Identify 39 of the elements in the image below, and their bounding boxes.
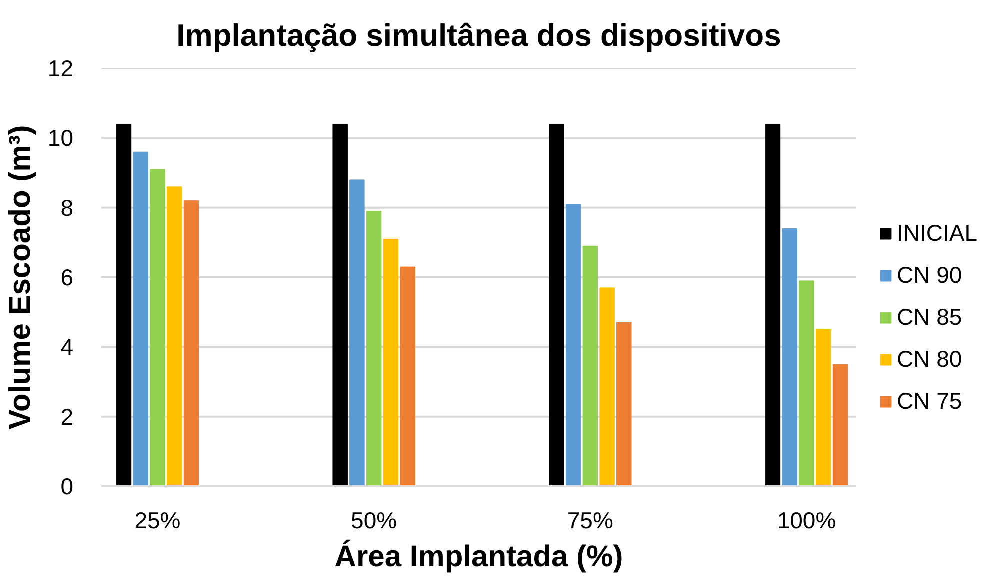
y-tick-label: 2: [60, 404, 74, 430]
x-tick-label: 25%: [134, 508, 181, 534]
bar: [133, 152, 148, 486]
legend-label: CN 90: [897, 261, 962, 289]
bar: [400, 266, 416, 486]
legend-label: CN 75: [897, 387, 962, 415]
x-tick-label: 75%: [567, 508, 614, 534]
bar: [184, 200, 200, 486]
x-axis-title: Área Implantada (%): [334, 540, 624, 574]
chart-title: Implantação simultânea dos dispositivos: [176, 18, 782, 53]
x-tick-label: 50%: [351, 508, 398, 534]
y-tick-label: 0: [60, 474, 74, 500]
bar: [366, 211, 382, 486]
x-tick-label: 100%: [777, 508, 836, 534]
bar: [816, 330, 832, 486]
bar: [167, 186, 182, 486]
bar: [616, 322, 632, 486]
y-tick-label: 12: [48, 56, 74, 82]
y-tick-label: 6: [60, 264, 74, 290]
bar: [150, 169, 166, 486]
legend-label: INICIAL: [897, 219, 978, 247]
bar: [799, 280, 814, 486]
y-tick-label: 4: [60, 334, 74, 360]
bar: [116, 124, 132, 486]
legend-label: CN 80: [897, 345, 962, 373]
bar: [350, 180, 365, 486]
bar: [582, 246, 598, 486]
y-tick-label: 10: [48, 125, 74, 152]
bar: [549, 124, 564, 486]
bar: [566, 204, 582, 486]
bar: [782, 228, 798, 486]
y-tick-label: 8: [60, 194, 74, 221]
bar: [332, 124, 348, 486]
legend-label: CN 85: [897, 303, 962, 331]
y-axis-title: Volume Escoado (m³): [4, 125, 37, 430]
bar: [383, 238, 399, 486]
bar: [600, 288, 615, 486]
bar: [832, 364, 848, 486]
bar: [765, 124, 781, 486]
